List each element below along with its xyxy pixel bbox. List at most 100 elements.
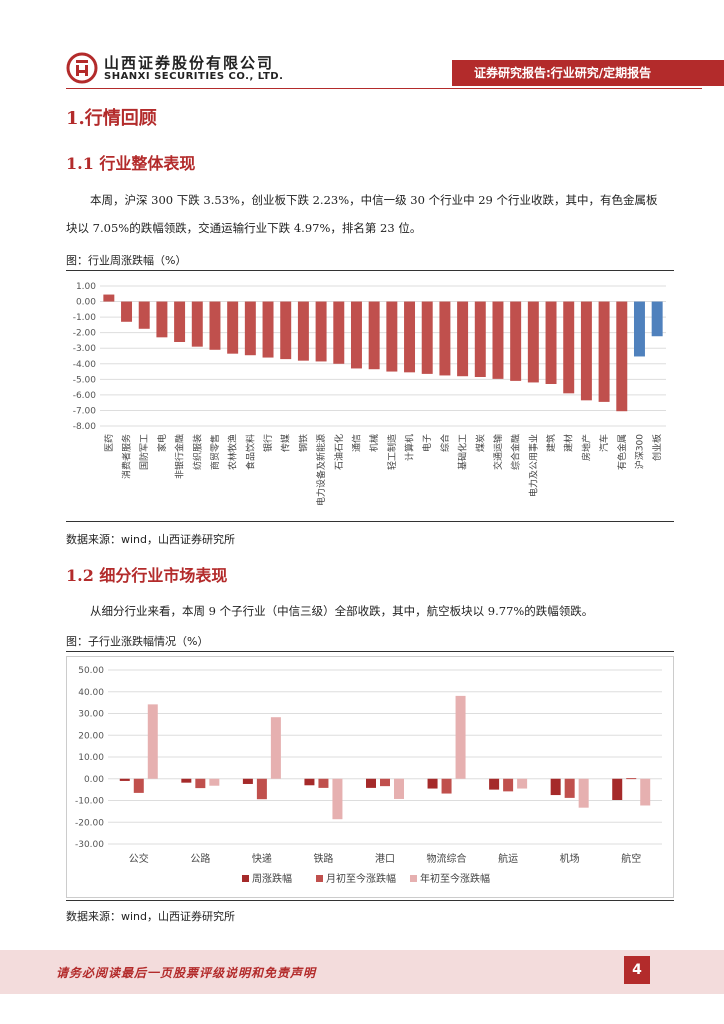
company-name-en: SHANXI SECURITIES CO., LTD. — [104, 71, 284, 82]
industry-weekly-chart: 1.00 0.00 -1.00 -2.00 -3.00 -4.00 -5.00 -6.00 -7… — [73, 282, 666, 506]
bar — [209, 301, 221, 350]
x-tick-label: 综合 — [439, 434, 451, 452]
company-logo — [66, 52, 98, 84]
y-tick-label: -5.00 — [73, 375, 97, 385]
bar — [633, 301, 645, 357]
figure-source-2: 数据来源：wind，山西证券研究所 — [66, 910, 236, 923]
bar — [368, 301, 380, 370]
bar — [598, 301, 610, 402]
y-tick-label: -7.00 — [73, 406, 97, 416]
bar — [517, 778, 528, 789]
header-rule — [66, 88, 702, 89]
legend-swatch — [410, 875, 417, 882]
paragraph-2: 从细分行业来看，本周 9 个子行业（中信三级）全部收跌，其中，航空板块以 9.7… — [90, 604, 594, 618]
bar — [227, 301, 239, 354]
y-tick-label: -3.00 — [73, 344, 97, 354]
figure-rule-top-1 — [66, 270, 674, 271]
x-tick-label: 基础化工 — [457, 434, 469, 470]
bar — [489, 778, 500, 790]
figure-rule-bottom-1 — [66, 521, 674, 522]
subsection-title-2: 1.2 细分行业市场表现 — [66, 566, 228, 585]
x-tick-label: 电力设备及新能源 — [315, 434, 327, 506]
bar — [474, 301, 486, 377]
figure-rule-bottom-2 — [66, 900, 674, 901]
bar — [270, 717, 281, 779]
footer-disclaimer: 请务必阅读最后一页股票评级说明和免责声明 — [56, 966, 317, 980]
y-tick-label: 20.00 — [78, 731, 104, 741]
bar — [103, 294, 115, 302]
bar — [404, 301, 416, 373]
page-number: 4 — [624, 956, 650, 984]
x-tick-label: 钢铁 — [297, 434, 309, 452]
y-tick-label: 30.00 — [78, 710, 104, 720]
x-tick-label: 商贸零售 — [209, 434, 221, 470]
bar — [510, 301, 522, 381]
bar — [492, 301, 504, 379]
chart-border — [66, 656, 674, 898]
bar — [195, 778, 206, 789]
subsection-title-1: 1.1 行业整体表现 — [66, 154, 196, 173]
y-tick-label: 10.00 — [78, 753, 104, 763]
bar — [304, 778, 315, 786]
x-tick-label: 计算机 — [404, 434, 416, 461]
y-tick-label: 50.00 — [78, 666, 104, 676]
bar — [333, 301, 345, 364]
bar — [563, 301, 575, 394]
x-tick-label: 创业板 — [651, 434, 663, 461]
x-tick-label: 传媒 — [280, 434, 292, 452]
bar — [527, 301, 539, 383]
bar — [138, 301, 150, 329]
figure-source-1: 数据来源：wind，山西证券研究所 — [66, 533, 236, 546]
footer-bar — [0, 950, 724, 994]
bar — [550, 778, 561, 796]
bar — [332, 778, 343, 820]
x-tick-label: 煤炭 — [474, 434, 486, 452]
legend-swatch — [316, 875, 323, 882]
section-title: 1.行情回顾 — [66, 108, 157, 129]
logo-icon — [66, 52, 98, 84]
bar — [457, 301, 469, 377]
figure-rule-top-2 — [66, 651, 674, 652]
bar — [503, 778, 514, 792]
x-tick-label: 机械 — [368, 434, 380, 452]
x-tick-label: 建筑 — [545, 434, 557, 452]
x-tick-label: 家电 — [156, 434, 168, 452]
x-tick-label: 非银行金融 — [174, 434, 186, 479]
bar — [421, 301, 433, 374]
bar — [394, 778, 404, 799]
x-tick-label: 航空 — [621, 852, 641, 865]
report-type-banner: 证券研究报告:行业研究/定期报告 — [452, 60, 724, 86]
bar — [427, 778, 438, 789]
figure-title-2: 图：子行业涨跌幅情况（%） — [66, 635, 209, 648]
bar — [318, 778, 329, 788]
x-tick-label: 国防军工 — [138, 434, 150, 470]
bar — [242, 778, 253, 784]
bar — [651, 301, 663, 337]
x-tick-label: 消费者服务 — [121, 434, 133, 479]
x-tick-label: 轻工制造 — [386, 434, 398, 470]
bar — [119, 778, 130, 781]
bar — [262, 301, 274, 358]
y-tick-label: -6.00 — [73, 391, 97, 401]
bar — [616, 301, 628, 412]
bar — [174, 301, 186, 342]
x-tick-label: 港口 — [375, 853, 395, 865]
bar — [640, 778, 651, 806]
y-tick-label: -30.00 — [75, 840, 104, 850]
y-tick-label: -1.00 — [73, 313, 97, 323]
bar — [626, 778, 637, 780]
x-tick-label: 石油石化 — [333, 434, 345, 470]
x-tick-label: 物流综合 — [427, 852, 467, 865]
bar — [386, 301, 398, 372]
bar — [578, 778, 589, 808]
y-tick-label: 1.00 — [76, 282, 96, 292]
y-tick-label: -4.00 — [73, 360, 97, 370]
x-tick-label: 有色金属 — [616, 434, 628, 470]
bar — [297, 301, 309, 361]
bar — [244, 301, 256, 356]
bar — [156, 301, 168, 338]
y-tick-label: -8.00 — [73, 422, 97, 432]
x-tick-label: 建材 — [563, 434, 575, 452]
bar — [580, 301, 592, 401]
x-tick-label: 电子 — [421, 434, 433, 452]
